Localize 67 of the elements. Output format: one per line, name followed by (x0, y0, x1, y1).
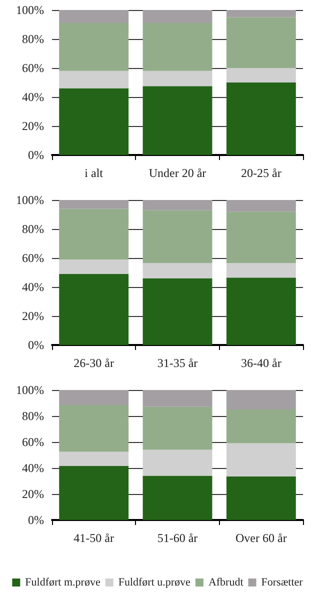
x-tick-label: 31-35 år (157, 356, 198, 370)
y-tick-label: 100% (16, 3, 44, 17)
bar (59, 208, 129, 260)
bar (142, 86, 212, 155)
bar (59, 10, 129, 24)
bar (226, 200, 296, 212)
y-tick-label: 60% (22, 435, 44, 449)
y-tick-label: 100% (16, 193, 44, 207)
x-tick-label: 36-40 år (241, 356, 282, 370)
y-tick-label: 60% (22, 251, 44, 265)
y-tick-label: 80% (22, 409, 44, 423)
legend-label: Fuldført m.prøve (25, 576, 100, 588)
y-tick-label: 60% (22, 61, 44, 75)
legend-label: Fuldført u.prøve (118, 576, 191, 588)
bar (226, 278, 296, 345)
bar (142, 263, 212, 278)
bar (59, 23, 129, 71)
x-tick-label: 41-50 år (74, 531, 114, 545)
y-tick-label: 20% (22, 309, 44, 323)
x-tick-label: 51-60 år (157, 531, 198, 545)
bar (59, 404, 129, 452)
bar (226, 410, 296, 444)
y-tick-label: 80% (22, 222, 44, 236)
bar (142, 476, 212, 520)
x-tick-label: i alt (84, 166, 104, 180)
bar (142, 200, 212, 210)
y-tick-label: 20% (22, 487, 44, 501)
bar (226, 212, 296, 264)
bar (59, 200, 129, 209)
y-tick-label: 0% (28, 148, 44, 162)
bar (226, 263, 296, 278)
bar (226, 390, 296, 410)
y-tick-label: 40% (22, 280, 44, 294)
bar (142, 23, 212, 71)
bar (142, 450, 212, 476)
bar (226, 476, 296, 520)
bar (226, 82, 296, 155)
y-tick-label: 80% (22, 32, 44, 46)
x-tick-label: 26-30 år (74, 356, 114, 370)
y-tick-label: 20% (22, 119, 44, 133)
bar (142, 70, 212, 86)
bar (142, 390, 212, 407)
legend-label: Afbrudt (208, 576, 244, 588)
bar (142, 10, 212, 24)
bar (59, 452, 129, 466)
bar (59, 274, 129, 345)
bar (59, 390, 129, 405)
bar (59, 88, 129, 155)
bar (226, 68, 296, 82)
x-tick-label: 20-25 år (241, 166, 282, 180)
bar (59, 259, 129, 274)
x-tick-label: Under 20 år (148, 166, 206, 180)
y-tick-label: 100% (16, 383, 44, 397)
bar (142, 278, 212, 345)
x-tick-label: Over 60 år (236, 531, 287, 545)
y-tick-label: 0% (28, 338, 44, 352)
y-tick-label: 40% (22, 461, 44, 475)
bar (226, 10, 296, 18)
bar (142, 210, 212, 264)
bar (59, 466, 129, 520)
legend-label: Forsætter (261, 576, 304, 588)
bar (59, 70, 129, 88)
bar (226, 443, 296, 476)
y-tick-label: 0% (28, 513, 44, 527)
y-tick-label: 40% (22, 90, 44, 104)
bar (142, 406, 212, 450)
bar (226, 17, 296, 68)
